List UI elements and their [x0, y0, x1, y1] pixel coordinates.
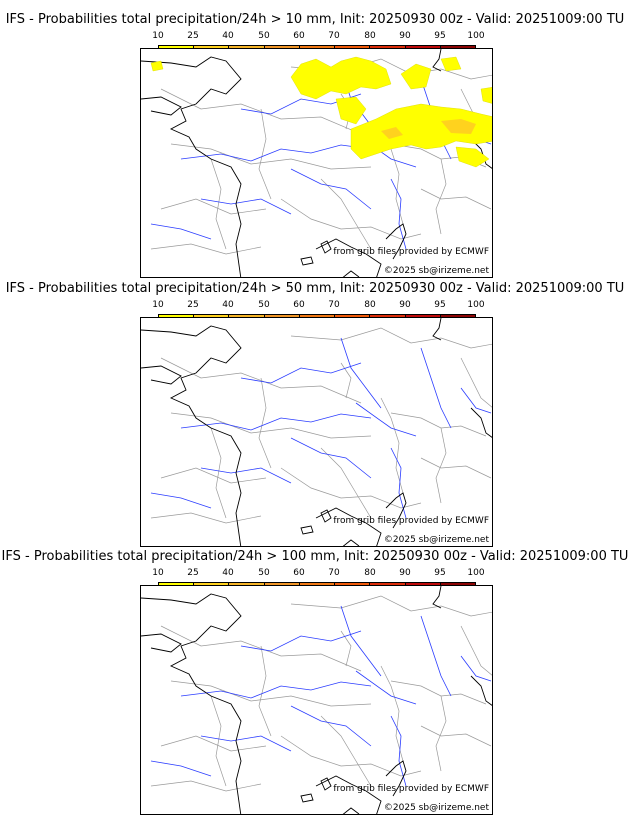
scale-label: 40	[222, 568, 234, 578]
map-panel-50mm: IFS - Probabilities total precipitation/…	[0, 281, 630, 549]
map-svg	[141, 49, 492, 277]
scale-label: 100	[467, 568, 485, 578]
scale-label: 25	[187, 300, 199, 310]
scale-labels: 10 25 40 50 60 70 80 90 95 100	[152, 300, 484, 312]
scale-label: 70	[328, 568, 340, 578]
panel-title: IFS - Probabilities total precipitation/…	[5, 12, 625, 27]
scale-label: 50	[258, 300, 270, 310]
credit-source: from grib files provided by ECMWF	[333, 516, 489, 526]
precipitation-map	[140, 48, 493, 278]
scale-labels: 10 25 40 50 60 70 80 90 95 100	[152, 31, 484, 43]
scale-label: 10	[152, 300, 164, 310]
scale-label: 95	[434, 31, 446, 41]
scale-label: 95	[434, 300, 446, 310]
scale-label: 100	[467, 300, 485, 310]
credit-source: from grib files provided by ECMWF	[333, 247, 489, 257]
scale-label: 80	[364, 568, 376, 578]
credit-copyright: ©2025 sb@irizeme.net	[383, 535, 489, 545]
scale-label: 90	[399, 568, 411, 578]
scale-label: 95	[434, 568, 446, 578]
scale-label: 25	[187, 568, 199, 578]
scale-label: 60	[293, 300, 305, 310]
scale-label: 90	[399, 31, 411, 41]
scale-label: 80	[364, 300, 376, 310]
precip-area-low-probability	[150, 56, 492, 168]
scale-label: 40	[222, 300, 234, 310]
scale-labels: 10 25 40 50 60 70 80 90 95 100	[152, 568, 484, 580]
panel-title: IFS - Probabilities total precipitation/…	[5, 281, 625, 296]
scale-label: 100	[467, 31, 485, 41]
map-panel-10mm: IFS - Probabilities total precipitation/…	[0, 12, 630, 280]
scale-label: 60	[293, 568, 305, 578]
scale-label: 40	[222, 31, 234, 41]
precip-area-medium-probability	[381, 119, 476, 139]
credit-copyright: ©2025 sb@irizeme.net	[383, 803, 489, 813]
scale-label: 70	[328, 300, 340, 310]
precipitation-map	[140, 317, 493, 547]
scale-label: 70	[328, 31, 340, 41]
scale-label: 80	[364, 31, 376, 41]
credit-source: from grib files provided by ECMWF	[333, 784, 489, 794]
scale-label: 10	[152, 568, 164, 578]
scale-label: 10	[152, 31, 164, 41]
map-panel-100mm: IFS - Probabilities total precipitation/…	[0, 549, 630, 817]
scale-label: 60	[293, 31, 305, 41]
scale-label: 50	[258, 568, 270, 578]
map-svg	[141, 586, 492, 814]
scale-label: 25	[187, 31, 199, 41]
credit-copyright: ©2025 sb@irizeme.net	[383, 266, 489, 276]
precipitation-map	[140, 585, 493, 815]
map-svg	[141, 318, 492, 546]
scale-label: 50	[258, 31, 270, 41]
scale-label: 90	[399, 300, 411, 310]
panel-title: IFS - Probabilities total precipitation/…	[1, 549, 629, 564]
